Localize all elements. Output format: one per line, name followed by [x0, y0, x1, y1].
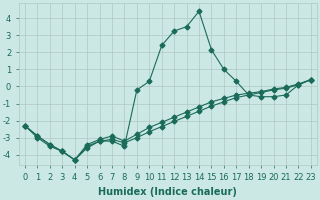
X-axis label: Humidex (Indice chaleur): Humidex (Indice chaleur)	[99, 187, 237, 197]
